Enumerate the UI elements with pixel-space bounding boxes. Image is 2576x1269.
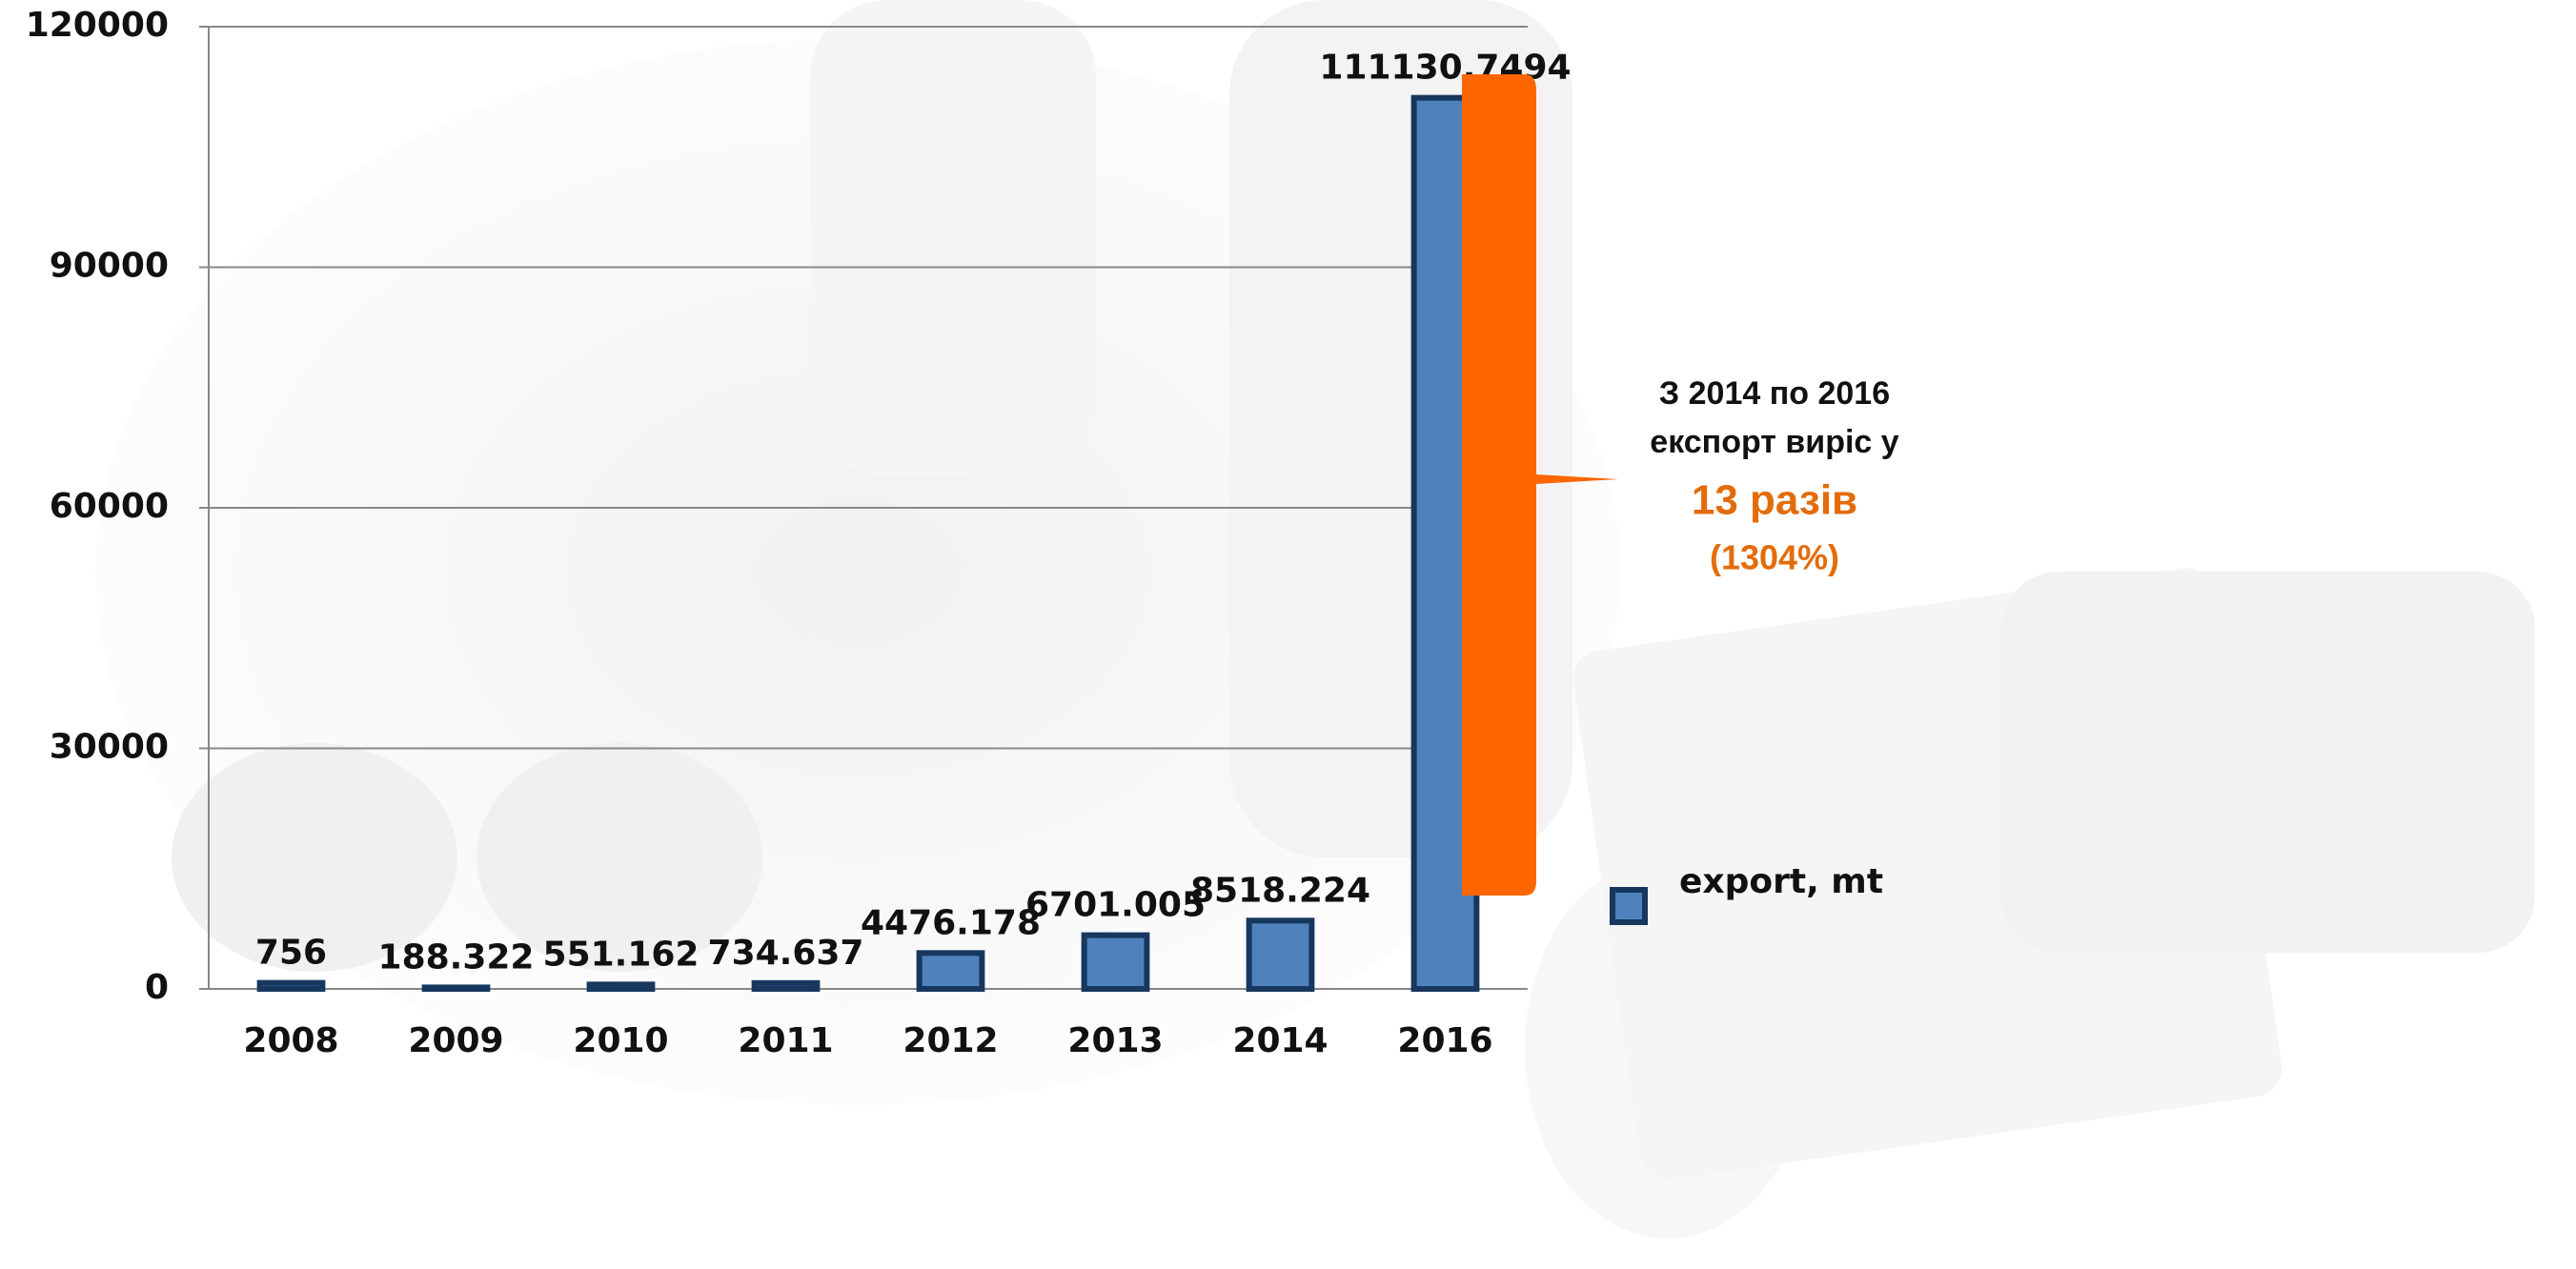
annotation-brace bbox=[1462, 74, 1618, 896]
background-photo bbox=[95, 0, 2535, 1239]
value-label: 551.162 bbox=[543, 935, 700, 974]
x-tick-label: 2010 bbox=[573, 1021, 668, 1060]
x-tick-label: 2011 bbox=[738, 1021, 833, 1060]
value-label: 188.322 bbox=[378, 937, 535, 977]
y-tick-label: 30000 bbox=[50, 728, 169, 767]
bar bbox=[1246, 917, 1315, 992]
bar bbox=[421, 984, 491, 992]
annotation-highlight: (1304%) bbox=[1710, 538, 1839, 577]
legend-label: export, mt bbox=[1679, 862, 1883, 901]
x-tick-label: 2009 bbox=[408, 1021, 503, 1060]
value-label: 6701.005 bbox=[1025, 886, 1206, 925]
y-tick-label: 90000 bbox=[50, 247, 169, 286]
value-label: 734.637 bbox=[708, 934, 864, 973]
bar bbox=[256, 979, 326, 992]
annotation-line: експорт виріс у bbox=[1650, 424, 1898, 460]
legend-swatch bbox=[1610, 887, 1648, 925]
x-tick-label: 2016 bbox=[1397, 1021, 1492, 1060]
x-tick-label: 2013 bbox=[1067, 1021, 1163, 1060]
value-label: 4476.178 bbox=[861, 903, 1041, 942]
annotation-line: З 2014 по 2016 bbox=[1659, 375, 1890, 412]
value-label: 8518.224 bbox=[1190, 871, 1370, 910]
annotation-highlight: 13 разів bbox=[1692, 477, 1857, 524]
x-tick-label: 2014 bbox=[1232, 1021, 1328, 1060]
x-tick-label: 2008 bbox=[243, 1021, 338, 1060]
bar bbox=[751, 979, 821, 992]
y-tick-label: 0 bbox=[145, 968, 169, 1007]
y-tick-label: 120000 bbox=[26, 6, 169, 45]
bar bbox=[1081, 932, 1150, 992]
bar bbox=[586, 981, 656, 993]
y-tick-label: 60000 bbox=[50, 487, 169, 526]
x-tick-label: 2012 bbox=[903, 1021, 998, 1060]
value-label: 756 bbox=[255, 934, 327, 973]
bar bbox=[916, 950, 985, 992]
